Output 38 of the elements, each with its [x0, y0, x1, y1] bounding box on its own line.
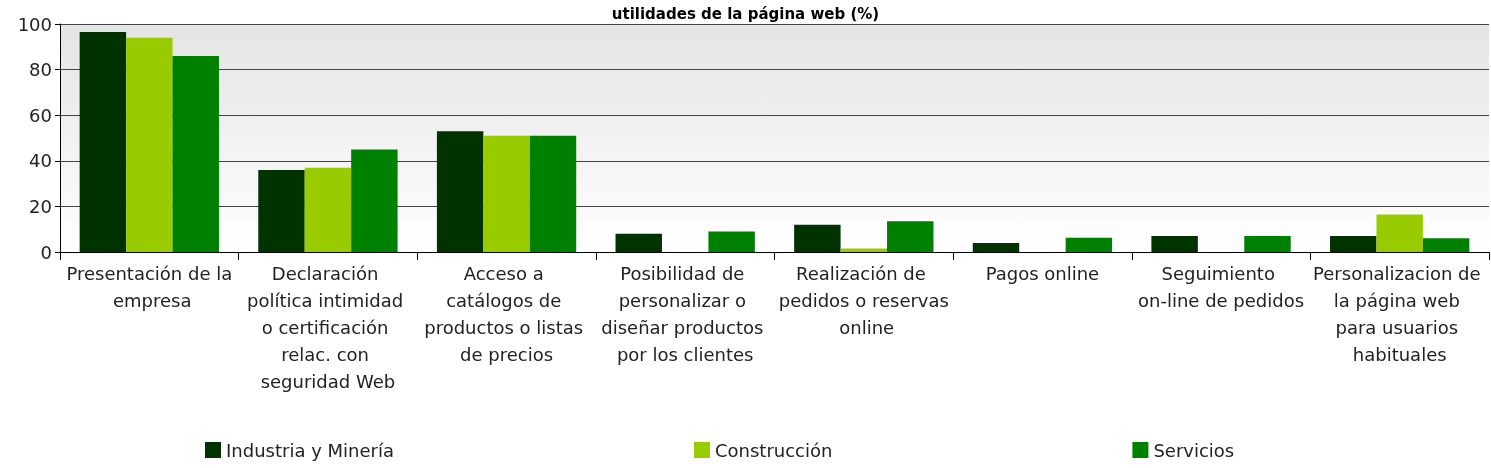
bar: [615, 233, 662, 252]
x-tick-label: Acceso a catálogos de productos o listas de precios: [424, 263, 589, 365]
bar: [483, 135, 530, 252]
bar: [708, 231, 755, 252]
bar: [351, 149, 398, 252]
bar: [304, 167, 352, 252]
y-tick-label: 100: [17, 13, 52, 35]
x-tick-label: Personalizacion de la página web para usuarios habituales: [1313, 263, 1487, 365]
bar: [529, 135, 577, 252]
bar: [1376, 214, 1423, 252]
bar: [794, 224, 841, 252]
bar: [258, 169, 305, 252]
y-tick-label: 80: [29, 59, 52, 81]
x-tick-label: Pagos online: [985, 263, 1100, 284]
bar: [972, 242, 1020, 252]
chart-title: utilidades de la página web (%): [611, 4, 880, 23]
y-tick-label: 0: [40, 241, 52, 263]
bar: [1151, 236, 1198, 252]
bar: [79, 31, 127, 252]
y-tick-label: 60: [29, 104, 52, 126]
legend-label: Industria y Minería: [226, 439, 394, 461]
legend-label: Servicios: [1153, 439, 1235, 461]
bar: [436, 131, 484, 252]
bar: [1422, 238, 1470, 252]
x-tick-label: Declaración política intimidad o certificación relac. con seguridad Web: [247, 263, 409, 392]
y-tick-label: 20: [29, 195, 52, 217]
legend-label: Construcción: [714, 439, 833, 461]
x-tick-label: Seguimiento on-line de pedidos: [1138, 263, 1305, 311]
y-tick-label: 40: [29, 150, 52, 172]
bar: [1244, 236, 1291, 252]
bar: [887, 221, 934, 252]
bar: [1330, 236, 1377, 252]
x-tick-label: Realización de pedidos o reservas online: [778, 263, 949, 338]
bar: [1065, 237, 1113, 252]
x-tick-label: Presentación de la empresa: [66, 263, 233, 311]
bar: [126, 37, 173, 252]
x-tick-label: Posibilidad de personalizar o diseñar productos por los clientes: [601, 263, 770, 365]
bar: [172, 55, 219, 252]
